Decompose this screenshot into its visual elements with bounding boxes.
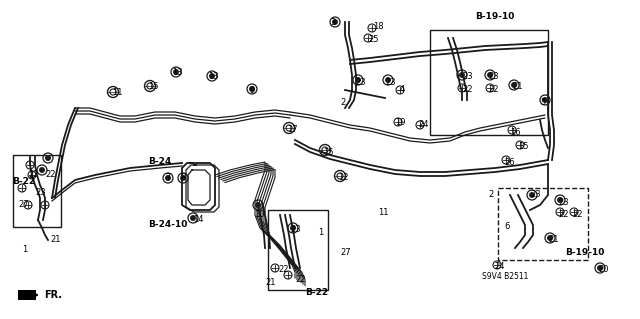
Text: 22: 22 <box>278 265 289 274</box>
Text: 24: 24 <box>418 120 429 129</box>
Text: 13: 13 <box>208 72 219 81</box>
Text: 23: 23 <box>35 188 45 197</box>
Circle shape <box>173 70 179 74</box>
Circle shape <box>356 78 360 82</box>
Text: 7: 7 <box>165 173 170 182</box>
Circle shape <box>191 216 195 220</box>
Circle shape <box>256 203 260 207</box>
Text: 21: 21 <box>265 278 275 287</box>
Text: 15: 15 <box>148 82 159 91</box>
Text: 23: 23 <box>530 190 541 199</box>
Text: 2: 2 <box>488 190 493 199</box>
Text: 2: 2 <box>340 98 345 107</box>
Text: 22: 22 <box>295 275 305 284</box>
Text: 21: 21 <box>50 235 61 244</box>
Text: 19: 19 <box>395 118 406 127</box>
Text: 20: 20 <box>598 265 609 274</box>
Bar <box>268 210 328 290</box>
Text: 25: 25 <box>368 35 378 44</box>
Circle shape <box>250 87 254 91</box>
Text: 1: 1 <box>22 245 28 254</box>
Circle shape <box>333 20 337 24</box>
Bar <box>13 155 61 227</box>
Bar <box>430 30 548 135</box>
Text: 21: 21 <box>512 82 522 91</box>
Text: 22: 22 <box>572 210 582 219</box>
Text: 22: 22 <box>488 85 499 94</box>
Circle shape <box>548 236 552 240</box>
Text: 1: 1 <box>318 228 323 237</box>
Text: 12: 12 <box>338 173 349 182</box>
Circle shape <box>386 78 390 82</box>
Text: 6: 6 <box>504 222 509 231</box>
Text: S9V4 B2511: S9V4 B2511 <box>482 272 529 281</box>
Text: 21: 21 <box>548 235 559 244</box>
Text: 10: 10 <box>254 210 264 219</box>
Text: 22: 22 <box>28 170 38 179</box>
Text: B-24-10: B-24-10 <box>148 220 188 229</box>
Circle shape <box>460 73 464 77</box>
Text: 23: 23 <box>488 72 499 81</box>
Circle shape <box>543 98 547 102</box>
Circle shape <box>166 176 170 180</box>
Text: 17: 17 <box>287 125 298 134</box>
Circle shape <box>530 193 534 197</box>
Circle shape <box>488 73 492 77</box>
Circle shape <box>598 266 602 270</box>
Circle shape <box>45 156 51 160</box>
Text: 5: 5 <box>540 98 545 107</box>
Text: 16: 16 <box>510 128 520 137</box>
Text: 23: 23 <box>355 78 365 87</box>
Text: 11: 11 <box>112 88 122 97</box>
Text: 23: 23 <box>385 78 396 87</box>
Circle shape <box>512 83 516 87</box>
Text: 22: 22 <box>558 210 568 219</box>
Circle shape <box>40 168 44 172</box>
Text: B-22: B-22 <box>12 177 35 186</box>
Text: 8: 8 <box>180 173 186 182</box>
Circle shape <box>557 198 563 202</box>
Circle shape <box>291 226 295 230</box>
Polygon shape <box>18 290 36 300</box>
Text: 18: 18 <box>373 22 383 31</box>
Bar <box>498 188 588 260</box>
Text: 27: 27 <box>18 200 29 209</box>
Text: 23: 23 <box>462 72 472 81</box>
Text: 4: 4 <box>400 85 405 94</box>
Text: 24: 24 <box>494 262 504 271</box>
Text: 23: 23 <box>290 225 301 234</box>
Text: 27: 27 <box>340 248 351 257</box>
Text: 3: 3 <box>330 18 335 27</box>
Text: 23: 23 <box>558 198 568 207</box>
Text: 15: 15 <box>518 142 529 151</box>
Text: 22: 22 <box>462 85 472 94</box>
Text: B-22: B-22 <box>305 288 328 297</box>
Circle shape <box>210 74 214 78</box>
Text: B-19-10: B-19-10 <box>565 248 604 257</box>
Text: 22: 22 <box>45 170 56 179</box>
Text: B-19-10: B-19-10 <box>475 12 515 21</box>
Text: 11: 11 <box>378 208 388 217</box>
Text: B-24: B-24 <box>148 157 172 166</box>
Text: 15: 15 <box>323 148 333 157</box>
Text: FR.: FR. <box>44 290 62 300</box>
Text: 26: 26 <box>504 158 515 167</box>
Text: 9: 9 <box>250 86 255 95</box>
Circle shape <box>180 176 185 180</box>
Text: 13: 13 <box>172 68 182 77</box>
Text: 14: 14 <box>193 215 204 224</box>
